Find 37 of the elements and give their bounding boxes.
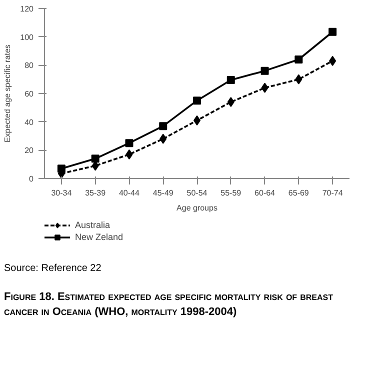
x-tick-label: 65-69 [288,188,310,198]
point [160,134,167,144]
y-axis-title: Expected age specific rates [3,44,12,142]
y-tick-label: 80 [24,61,34,70]
text: Figure 18. Estimated expected age specific mortality risk of breast cancer in Oceania (WHO, mortality 1998-2004) [4,290,334,319]
point [328,28,337,36]
y-tick-label: 100 [20,32,34,42]
y-tick-label: 120 [20,4,34,14]
x-tick-label: 30-34 [51,188,72,198]
x-tick-label: 60-64 [254,188,276,198]
point [294,56,303,64]
x-tick-label: 70-74 [322,188,344,198]
y-tick-label: 60 [24,90,34,98]
point [126,149,133,160]
legend-label: Australia [75,219,110,231]
point [159,122,168,130]
point [193,96,201,105]
point [329,56,336,66]
x-tick-label: 40-44 [118,188,140,198]
point [295,74,302,84]
y-tick-label: 20 [24,146,34,156]
point [260,66,269,75]
point [226,76,235,84]
point [125,139,134,148]
legend-label: New Zeland [75,231,124,243]
x-tick-label: 50-54 [186,188,208,198]
x-axis-title: Age groups [176,204,218,212]
point [57,164,66,173]
x-tick-label: 55-59 [220,188,242,198]
point [261,82,268,93]
point [91,154,100,163]
y-tick-label: 40 [24,118,34,127]
x-tick-label: 35-39 [85,188,106,198]
x-tick-label: 45-49 [152,188,174,198]
y-tick-label: 0 [29,174,34,184]
source-note: Source: Reference 22 [4,262,102,276]
point [227,97,234,107]
